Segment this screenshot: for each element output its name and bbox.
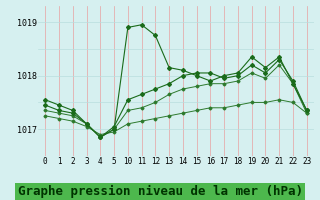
Text: Graphe pression niveau de la mer (hPa): Graphe pression niveau de la mer (hPa) [18,185,302,198]
